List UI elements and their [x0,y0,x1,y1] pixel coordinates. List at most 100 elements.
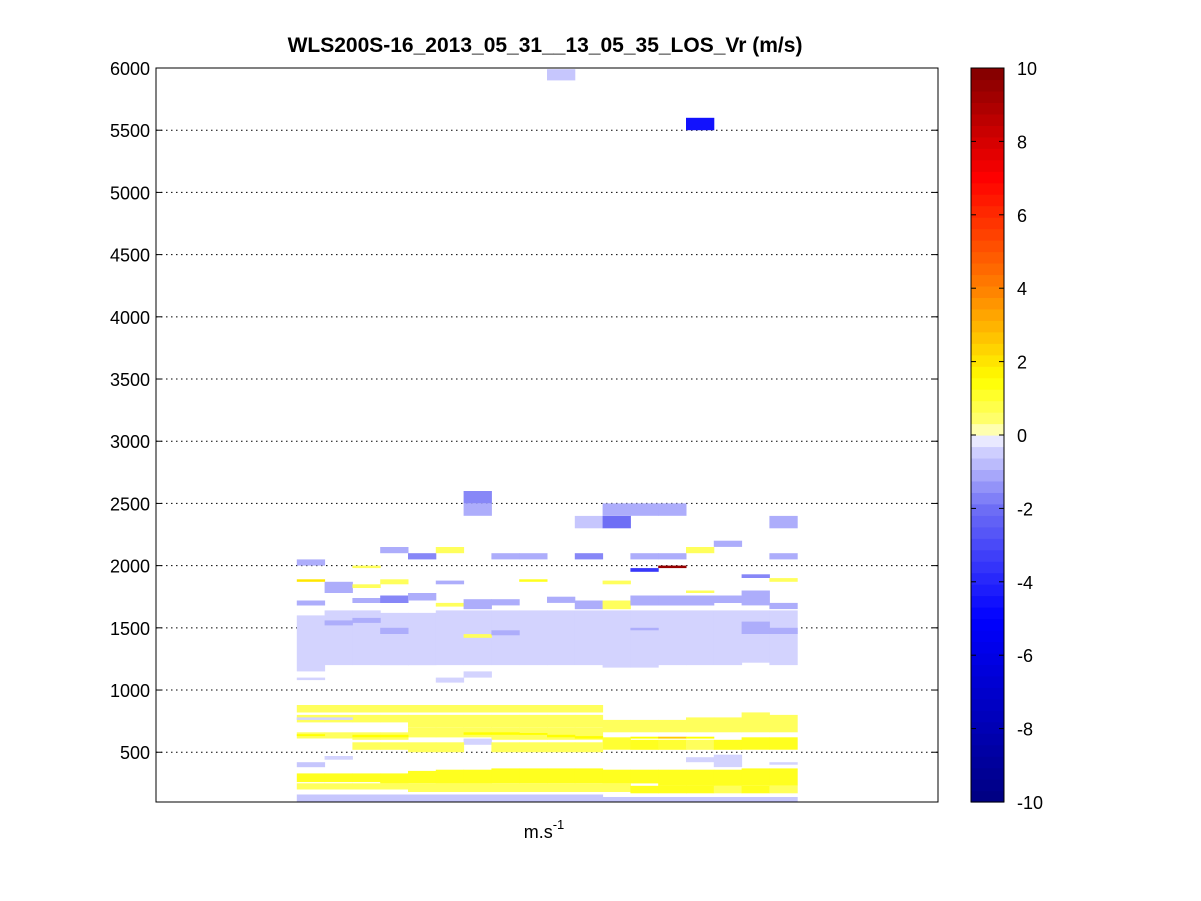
heatmap-cell [547,705,576,713]
colorbar-band [971,664,1004,677]
heatmap-cell [658,553,687,560]
heatmap-cell [296,615,326,672]
heatmap-cell [352,742,381,750]
heatmap-cell [296,717,326,720]
colorbar-band [971,549,1004,562]
y-tick-label: 1500 [110,619,150,639]
colorbar-band [971,538,1004,551]
colorbar-band [971,274,1004,287]
colorbar-band [971,159,1004,172]
heatmap-cell [547,742,576,753]
heatmap-cell [686,797,715,802]
colorbar-band [971,595,1004,608]
heatmap-cell [602,737,631,750]
heatmap-cell [380,742,409,750]
heatmap-cell [352,565,381,569]
colorbar-band [971,331,1004,344]
heatmap-cell [686,785,715,794]
heatmap-cell [630,785,659,794]
colorbar-band [971,469,1004,482]
heatmap-cell [658,785,687,794]
heatmap-cell [630,769,659,784]
colorbar-band [971,561,1004,574]
heatmap-cell [380,773,409,784]
colorbar-band [971,629,1004,643]
heatmap-cell [435,610,465,666]
heatmap-cell [658,736,687,739]
y-tick-label: 5000 [110,183,150,203]
heatmap-cell [713,717,743,733]
colorbar-band [971,687,1004,700]
heatmap-cell [519,783,548,792]
heatmap-cell [380,579,409,585]
heatmap-cell [463,769,492,784]
heatmap-cell [435,714,465,728]
y-tick-label: 2000 [110,557,150,577]
heatmap-cell [602,719,631,733]
heatmap-cell [463,738,492,745]
heatmap-cell [491,599,520,606]
colorbar-band [971,343,1004,356]
heatmap-cell [324,794,353,802]
colorbar-band [971,366,1004,379]
colorbar-band [971,733,1004,746]
colorbar-band [971,435,1004,448]
heatmap-cell [296,773,326,783]
heatmap-cell [408,794,437,802]
heatmap-cell [686,595,715,606]
heatmap-cell [686,717,715,733]
heatmap-cell [491,768,520,784]
heatmap-cell [713,769,743,786]
colorbar-band [971,675,1004,688]
heatmap-cell [630,568,659,572]
heatmap-cell [741,621,770,634]
heatmap-cell [380,595,409,603]
heatmap-cell [630,719,659,733]
heatmap-cell [435,794,465,802]
heatmap-cell [324,773,353,783]
heatmap-cell [408,770,437,784]
heatmap-cell [491,714,520,728]
heatmap-cell [658,719,687,733]
colorbar-band [971,446,1004,459]
heatmap-cell [463,491,492,504]
heatmap-cell [408,705,437,713]
colorbar-band [971,205,1004,218]
heatmap-cell [658,797,687,802]
heatmap-cell [296,559,326,566]
heatmap-cell [352,714,381,723]
heatmap-cell [713,797,743,802]
x-axis-label-exponent: -1 [553,817,565,832]
colorbar-band [971,217,1004,230]
heatmap-cell [686,757,715,763]
heatmap-cell [630,553,659,560]
colorbar-ticks: -10 -8 -6 -4 -2 0 2 4 6 8 10 [971,59,1043,813]
heatmap-cell [769,785,798,794]
y-tick-label: 4000 [110,308,150,328]
colorbar-band [971,572,1004,585]
heatmap-cell [741,574,770,578]
heatmap-cell [408,727,437,738]
heatmap-cell [491,742,520,753]
y-axis-ticks: 500 1000 1500 2000 2500 3000 3500 4000 4500 5000 5… [110,59,938,763]
y-tick-label: 3500 [110,370,150,390]
colorbar-tick-label: 8 [1017,132,1027,152]
heatmap-cells [296,69,798,802]
heatmap-cell [380,794,409,802]
heatmap-cell [324,717,353,720]
heatmap-cell [741,785,770,794]
colorbar-band [971,607,1004,620]
heatmap-cell [547,783,576,792]
plot-frame [155,67,939,803]
heatmap-cell [630,610,659,668]
heatmap-cell [352,584,381,588]
colorbar-band [971,240,1004,253]
heatmap-cell [686,117,715,131]
heatmap-cell [630,739,659,750]
colorbar-band [971,285,1004,298]
y-tick-label: 6000 [110,59,150,79]
heatmap-cell [380,783,409,790]
colorbar-band [971,251,1004,264]
chart-title: WLS200S-16_2013_05_31__13_05_35_LOS_Vr (… [288,34,803,57]
colorbar-band [971,320,1004,333]
